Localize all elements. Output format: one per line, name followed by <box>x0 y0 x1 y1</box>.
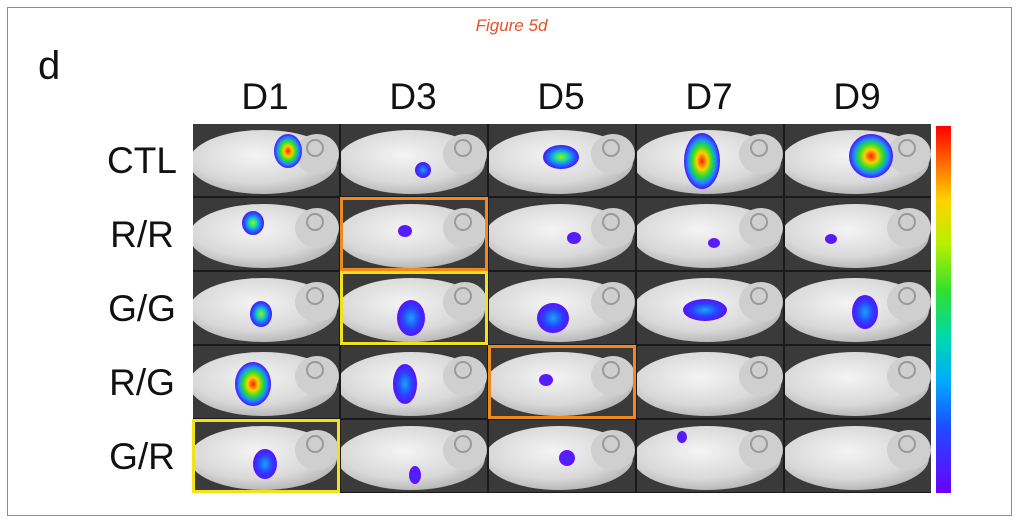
mouse-image-r5-c5 <box>785 420 931 492</box>
luminescence-signal <box>250 301 272 327</box>
mouse-image-r5-c1 <box>193 420 339 492</box>
mouse-image-r4-c2 <box>341 346 487 418</box>
figure-title: Figure 5d <box>475 16 548 35</box>
row-label-r-r: R/R <box>110 214 174 255</box>
mouse-image-r5-c3 <box>489 420 635 492</box>
mouse-image-r1-c2 <box>341 124 487 196</box>
luminescence-signal <box>683 299 727 321</box>
mouse-image-r2-c5 <box>785 198 931 270</box>
luminescence-signal <box>253 449 277 479</box>
luminescence-signal <box>543 145 579 169</box>
mouse-image-r2-c1 <box>193 198 339 270</box>
mouse-image-r4-c3 <box>489 346 635 418</box>
luminescence-signal <box>684 133 720 189</box>
luminescence-signal <box>274 134 302 168</box>
mouse-image-r5-c2 <box>341 420 487 492</box>
mouse-image-r1-c5 <box>785 124 931 196</box>
row-label-g-g: G/G <box>108 288 176 329</box>
mouse-image-r4-c4 <box>637 346 783 418</box>
luminescence-signal <box>537 303 569 333</box>
mouse-image-r1-c4 <box>637 124 783 196</box>
luminescence-signal <box>415 162 431 178</box>
mouse-image-r4-c5 <box>785 346 931 418</box>
luminescence-signal <box>397 300 425 336</box>
mouse-image-r3-c4 <box>637 272 783 344</box>
mouse-image-r1-c1 <box>193 124 339 196</box>
mouse-image-r2-c2 <box>341 198 487 270</box>
mouse-image-r3-c2 <box>341 272 487 344</box>
mouse-image-r5-c4 <box>637 420 783 492</box>
luminescence-signal <box>852 295 878 329</box>
luminescence-signal <box>235 362 271 406</box>
luminescence-signal <box>708 238 720 248</box>
luminescence-signal <box>539 374 553 386</box>
mouse-image-r4-c1 <box>193 346 339 418</box>
luminescence-signal <box>567 232 581 244</box>
luminescence-signal <box>393 364 417 404</box>
luminescence-signal <box>677 431 687 443</box>
mouse-image-r3-c3 <box>489 272 635 344</box>
luminescence-signal <box>242 211 264 235</box>
bioluminescence-image-grid <box>192 124 931 493</box>
luminescence-signal <box>409 466 421 484</box>
column-label-d3: D3 <box>389 76 437 117</box>
panel-letter: d <box>38 44 61 88</box>
row-label-r-g: R/G <box>109 362 175 403</box>
column-label-d5: D5 <box>537 76 585 117</box>
mouse-image-r3-c1 <box>193 272 339 344</box>
column-label-d1: D1 <box>241 76 289 117</box>
mouse-image-r2-c3 <box>489 198 635 270</box>
luminescence-signal <box>849 134 893 178</box>
column-label-d7: D7 <box>685 76 733 117</box>
mouse-image-r1-c3 <box>489 124 635 196</box>
row-label-ctl: CTL <box>107 140 177 181</box>
luminescence-signal <box>559 450 575 466</box>
column-label-d9: D9 <box>833 76 881 117</box>
luminescence-signal <box>398 225 412 237</box>
luminescence-signal <box>825 234 837 244</box>
intensity-colorbar <box>936 126 951 493</box>
row-label-g-r: G/R <box>109 436 175 477</box>
mouse-image-r2-c4 <box>637 198 783 270</box>
mouse-image-r3-c5 <box>785 272 931 344</box>
